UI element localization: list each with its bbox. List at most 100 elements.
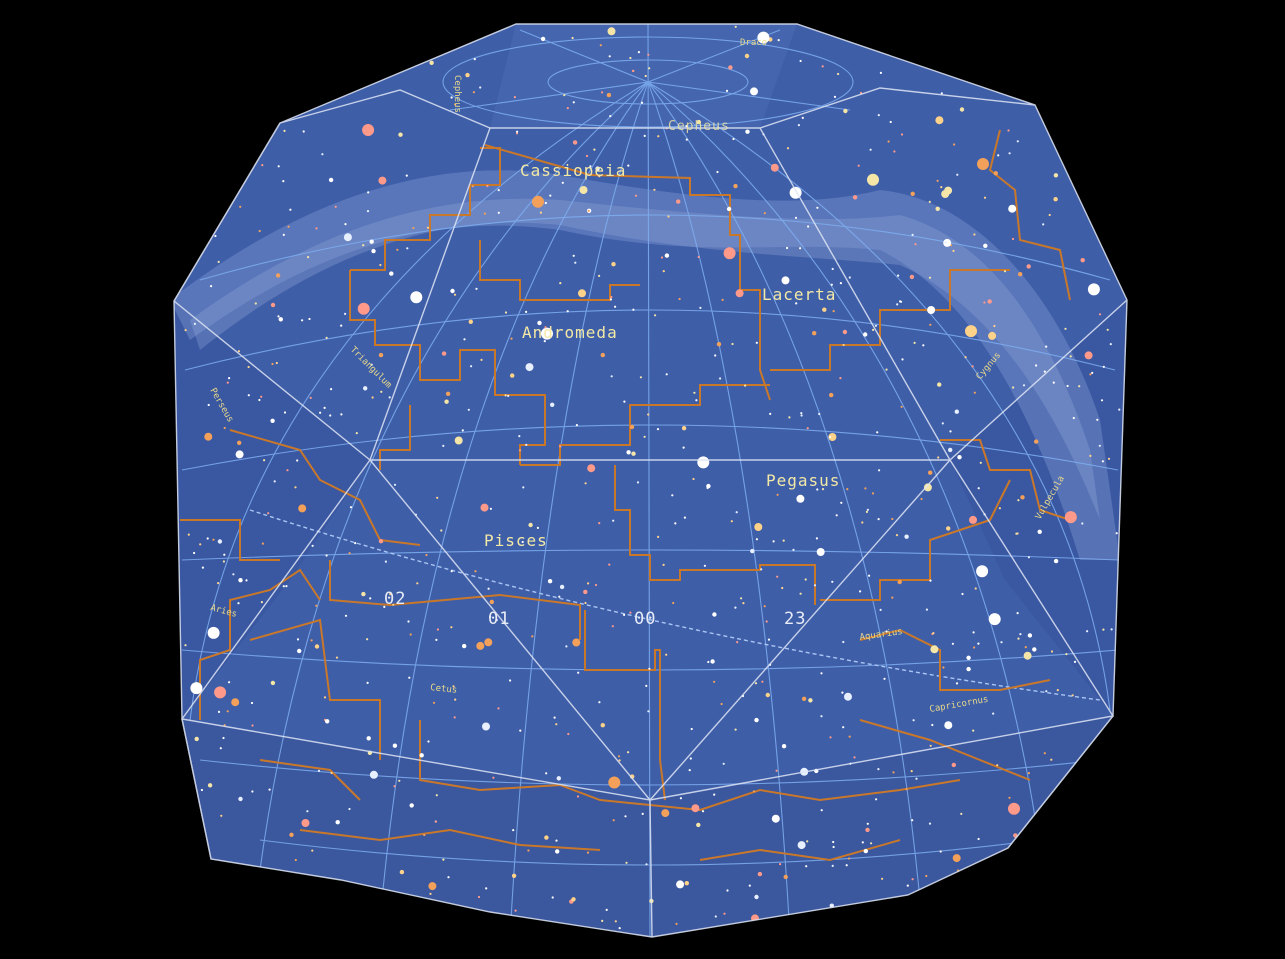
star: [314, 644, 320, 649]
star: [1045, 345, 1048, 348]
star: [577, 671, 580, 674]
star: [575, 424, 579, 427]
star: [611, 625, 614, 628]
star: [863, 332, 868, 337]
star: [1037, 73, 1040, 76]
star: [436, 628, 439, 631]
star: [951, 762, 956, 768]
star: [598, 274, 601, 277]
star: [1024, 646, 1027, 649]
star: [941, 190, 950, 198]
star: [553, 716, 556, 719]
star: [691, 804, 700, 813]
star: [769, 412, 772, 415]
star: [489, 507, 492, 510]
star: [544, 326, 547, 329]
star: [734, 25, 737, 28]
star: [1042, 223, 1045, 226]
star: [842, 640, 845, 644]
star: [544, 835, 549, 840]
star: [207, 403, 210, 407]
star: [610, 375, 613, 378]
star: [804, 578, 807, 581]
star: [829, 435, 832, 439]
star: [558, 595, 561, 598]
star: [941, 910, 944, 913]
star: [301, 819, 310, 827]
star: [454, 103, 457, 106]
star: [840, 501, 843, 504]
star: [267, 512, 270, 515]
star: [647, 413, 650, 416]
star: [839, 282, 843, 285]
star: [1037, 920, 1040, 923]
star: [399, 869, 405, 875]
star: [453, 716, 456, 719]
star: [226, 710, 229, 713]
star: [1076, 145, 1079, 148]
star: [614, 920, 617, 923]
star: [662, 563, 665, 567]
star: [948, 447, 953, 453]
star: [806, 840, 809, 843]
star: [423, 833, 426, 837]
star: [412, 226, 415, 230]
star: [812, 331, 817, 336]
star: [845, 864, 848, 867]
star: [471, 185, 474, 188]
star: [408, 676, 411, 679]
star: [429, 892, 432, 896]
star: [966, 655, 971, 660]
star: [382, 896, 387, 901]
star: [251, 114, 254, 117]
star: [182, 220, 185, 223]
star: [566, 107, 569, 110]
star: [928, 822, 932, 825]
hour-label-01: 01: [488, 609, 510, 629]
star: [378, 176, 387, 185]
star: [629, 56, 632, 60]
star: [237, 350, 240, 353]
star: [1043, 752, 1046, 755]
star: [555, 849, 560, 854]
star: [429, 60, 434, 65]
star: [605, 908, 608, 912]
star: [879, 608, 882, 612]
star: [340, 413, 343, 416]
star: [378, 539, 384, 544]
star: [1019, 633, 1022, 636]
star: [901, 358, 904, 361]
star: [648, 67, 651, 70]
star: [369, 905, 372, 908]
star: [282, 180, 285, 183]
star: [285, 585, 288, 588]
star: [893, 150, 896, 153]
star: [878, 469, 881, 472]
star: [594, 583, 598, 587]
star: [627, 751, 630, 754]
star: [797, 124, 801, 127]
star: [405, 52, 408, 55]
star: [362, 51, 365, 54]
star: [755, 341, 758, 344]
star: [643, 435, 646, 438]
star: [525, 443, 528, 446]
star: [525, 363, 534, 372]
star: [1064, 812, 1073, 821]
star: [936, 179, 939, 182]
star: [1052, 31, 1061, 40]
star: [944, 241, 947, 244]
star: [1106, 328, 1109, 331]
star: [972, 729, 975, 732]
star: [863, 848, 868, 854]
star: [462, 643, 467, 649]
star: [869, 148, 872, 151]
star: [480, 503, 489, 512]
star: [271, 362, 274, 366]
star: [781, 744, 787, 749]
star: [1018, 272, 1023, 277]
star: [518, 435, 521, 438]
star: [977, 158, 989, 170]
star: [865, 510, 869, 513]
star: [1017, 499, 1020, 502]
